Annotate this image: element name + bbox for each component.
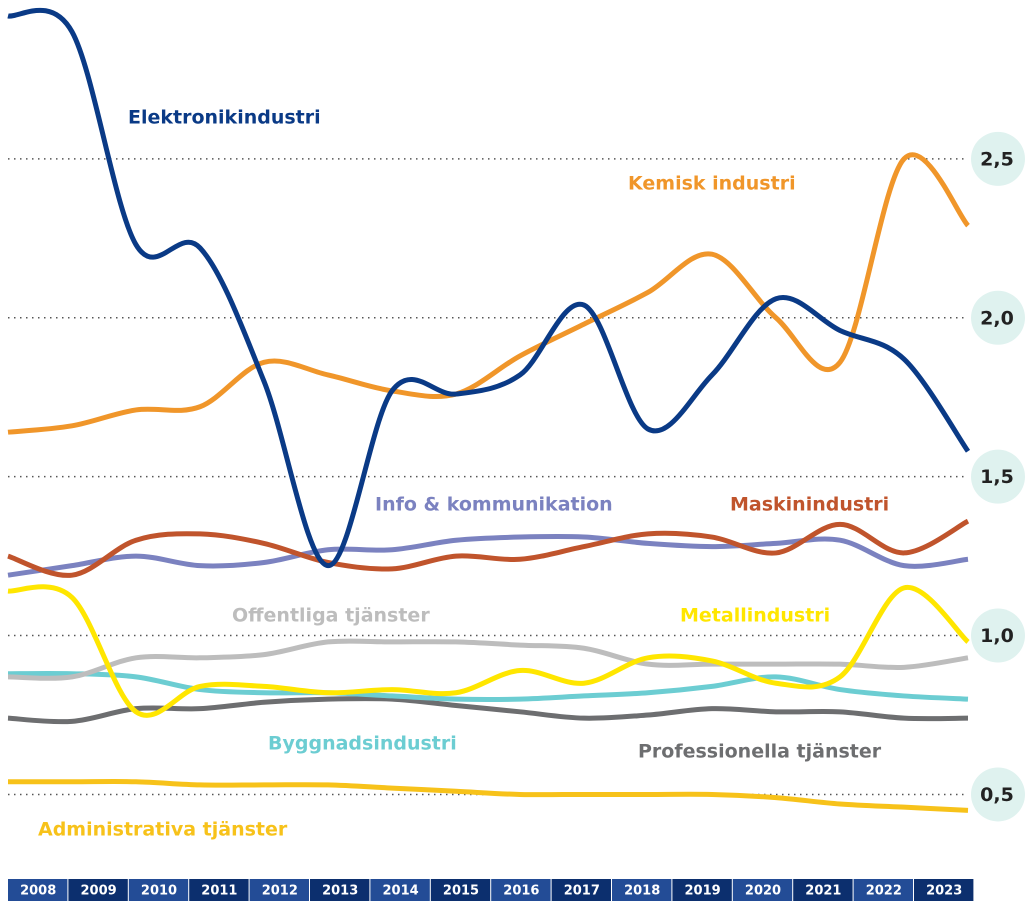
year-cell xyxy=(551,879,611,901)
x-tick-label: 2009 xyxy=(81,884,117,899)
y-tick-label: 1,0 xyxy=(980,625,1014,647)
year-cell xyxy=(914,879,974,901)
year-cell xyxy=(793,879,853,901)
series-line xyxy=(7,7,971,569)
series-label: Byggnadsindustri xyxy=(268,733,457,755)
series-line xyxy=(7,584,970,718)
series-label: Metallindustri xyxy=(680,605,830,627)
year-cell xyxy=(249,879,309,901)
x-tick-label: 2011 xyxy=(201,884,237,899)
year-cell xyxy=(430,879,491,901)
x-tick-label: 2015 xyxy=(443,884,479,899)
year-cell xyxy=(672,879,732,901)
year-cell xyxy=(189,879,249,901)
series-label: Info & kommunikation xyxy=(375,494,613,516)
series-line xyxy=(7,518,970,578)
x-tick-label: 2019 xyxy=(685,884,721,899)
year-cell xyxy=(310,879,370,901)
series-line xyxy=(7,152,970,435)
year-cell xyxy=(732,879,793,901)
tick-badge xyxy=(971,608,1025,663)
x-tick-label: 2017 xyxy=(564,884,600,899)
x-tick-label: 2014 xyxy=(383,884,419,899)
year-cell xyxy=(853,879,913,901)
x-tick-label: 2010 xyxy=(141,884,177,899)
year-cell xyxy=(8,879,68,901)
series-line xyxy=(7,638,969,681)
year-cell xyxy=(68,879,128,901)
year-cell xyxy=(128,879,189,901)
series-label: Elektronikindustri xyxy=(128,107,321,129)
x-tick-label: 2020 xyxy=(745,884,781,899)
x-tick-label: 2016 xyxy=(503,884,539,899)
x-tick-label: 2008 xyxy=(20,884,56,899)
y-tick-label: 1,5 xyxy=(980,466,1014,488)
x-tick-label: 2021 xyxy=(805,884,841,899)
series-label: Professionella tjänster xyxy=(638,741,882,763)
series-line xyxy=(7,670,969,703)
series-label: Kemisk industri xyxy=(628,173,796,195)
tick-badge xyxy=(971,767,1025,822)
tick-badge xyxy=(971,449,1025,504)
x-tick-label: 2018 xyxy=(624,884,660,899)
x-tick-label: 2022 xyxy=(866,884,902,899)
y-tick-label: 0,5 xyxy=(980,784,1014,806)
x-tick-label: 2012 xyxy=(262,884,298,899)
year-cell xyxy=(370,879,430,901)
series-label: Administrativa tjänster xyxy=(38,819,288,841)
tick-badge xyxy=(971,131,1025,186)
x-tick-label: 2023 xyxy=(926,884,962,899)
year-cell xyxy=(612,879,672,901)
y-tick-label: 2,0 xyxy=(980,307,1014,329)
x-tick-label: 2013 xyxy=(322,884,358,899)
year-cell xyxy=(491,879,551,901)
y-tick-label: 2,5 xyxy=(980,148,1014,170)
series-label: Maskinindustri xyxy=(730,494,889,516)
tick-badge xyxy=(971,290,1025,345)
series-line xyxy=(8,778,969,813)
series-label: Offentliga tjänster xyxy=(232,605,430,627)
